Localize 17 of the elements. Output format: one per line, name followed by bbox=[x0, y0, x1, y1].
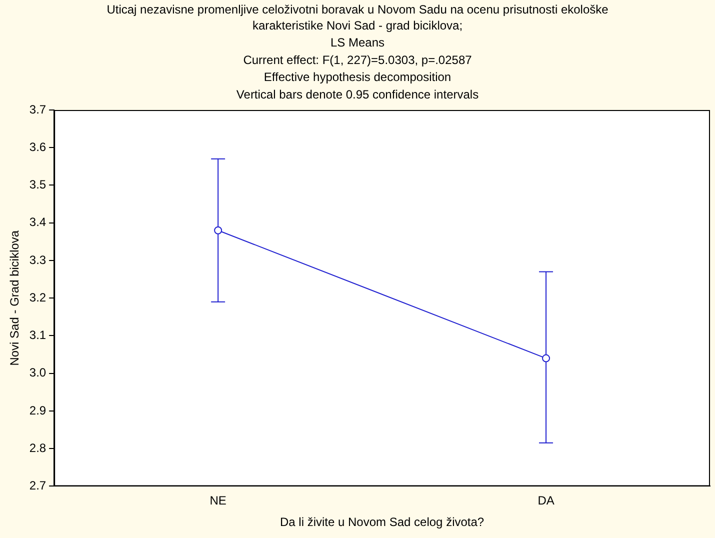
y-tick-label: 2.9 bbox=[29, 403, 46, 418]
y-tick-label: 3.2 bbox=[29, 290, 46, 304]
y-tick-label: 3.4 bbox=[29, 215, 46, 230]
x-tick-label: NE bbox=[210, 494, 226, 508]
y-tick-label: 3.6 bbox=[29, 140, 46, 154]
y-tick-label: 2.7 bbox=[29, 478, 46, 493]
y-tick-label: 3.7 bbox=[29, 102, 46, 116]
x-axis-title: Da li živite u Novom Sad celog života? bbox=[280, 515, 484, 530]
y-tick-label: 3.3 bbox=[29, 252, 46, 267]
chart-subtitle: LS Means Current effect: F(1, 227)=5.0303, p=.02587 Effective hypothesis decomposition Vertical bars denote 0.95 confidence intervals bbox=[236, 35, 479, 102]
chart-title: Uticaj nezavisne promenljive celoživotni boravak u Novom Sadu na ocenu prisutnosti ekološke karakteristike Novi Sad - grad biciklova; bbox=[106, 2, 609, 33]
y-tick-label: 2.8 bbox=[29, 440, 46, 455]
x-tick-label: DA bbox=[538, 494, 554, 508]
y-tick-label: 3.5 bbox=[29, 178, 46, 192]
y-tick-label: 3.1 bbox=[29, 328, 46, 342]
y-axis-title: Novi Sad - Grad biciklova bbox=[8, 230, 22, 366]
y-tick-label: 3.0 bbox=[29, 366, 46, 380]
